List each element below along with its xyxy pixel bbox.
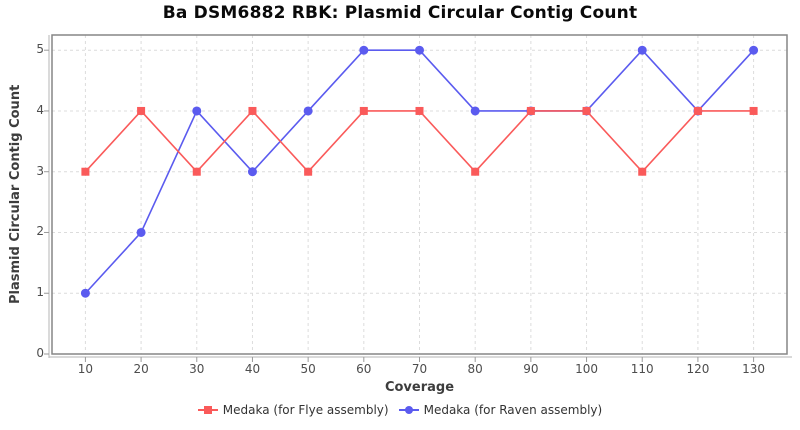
data-point-square xyxy=(638,167,647,176)
data-point-circle xyxy=(470,106,480,116)
data-point-square xyxy=(749,106,758,115)
data-point-square xyxy=(248,106,257,115)
data-point-circle xyxy=(303,106,313,116)
data-point-square xyxy=(526,106,535,115)
data-point-circle xyxy=(359,45,369,55)
data-point-square xyxy=(582,106,591,115)
data-point-square xyxy=(693,106,702,115)
data-point-circle xyxy=(80,288,90,298)
data-point-circle xyxy=(637,45,647,55)
flye-line-square-icon xyxy=(197,404,218,416)
data-point-circle xyxy=(136,227,146,237)
legend-label-flye: Medaka (for Flye assembly) xyxy=(222,403,389,417)
x-axis-label: Coverage xyxy=(384,380,455,395)
data-point-square xyxy=(81,167,90,176)
legend-item-flye: Medaka (for Flye assembly) xyxy=(197,403,389,417)
plot-frame xyxy=(51,34,788,355)
data-point-circle xyxy=(247,167,257,177)
raven-legend-circle xyxy=(404,406,413,414)
data-point-circle xyxy=(415,45,424,55)
chart-title: Ba DSM6882 RBK: Plasmid Circular Contig … xyxy=(162,3,638,23)
data-point-circle xyxy=(192,106,202,116)
legend: Medaka (for Flye assembly) Medaka (for R… xyxy=(0,403,800,417)
data-point-square xyxy=(471,167,480,176)
data-point-square xyxy=(415,106,424,115)
legend-label-raven: Medaka (for Raven assembly) xyxy=(423,403,603,417)
flye-legend-square xyxy=(203,406,212,414)
legend-item-raven: Medaka (for Raven assembly) xyxy=(398,403,603,417)
data-point-circle xyxy=(749,45,759,55)
data-point-square xyxy=(192,167,201,176)
data-point-square xyxy=(304,167,313,176)
raven-line-circle-icon xyxy=(398,404,419,416)
data-point-square xyxy=(359,106,368,115)
data-point-square xyxy=(137,106,146,115)
